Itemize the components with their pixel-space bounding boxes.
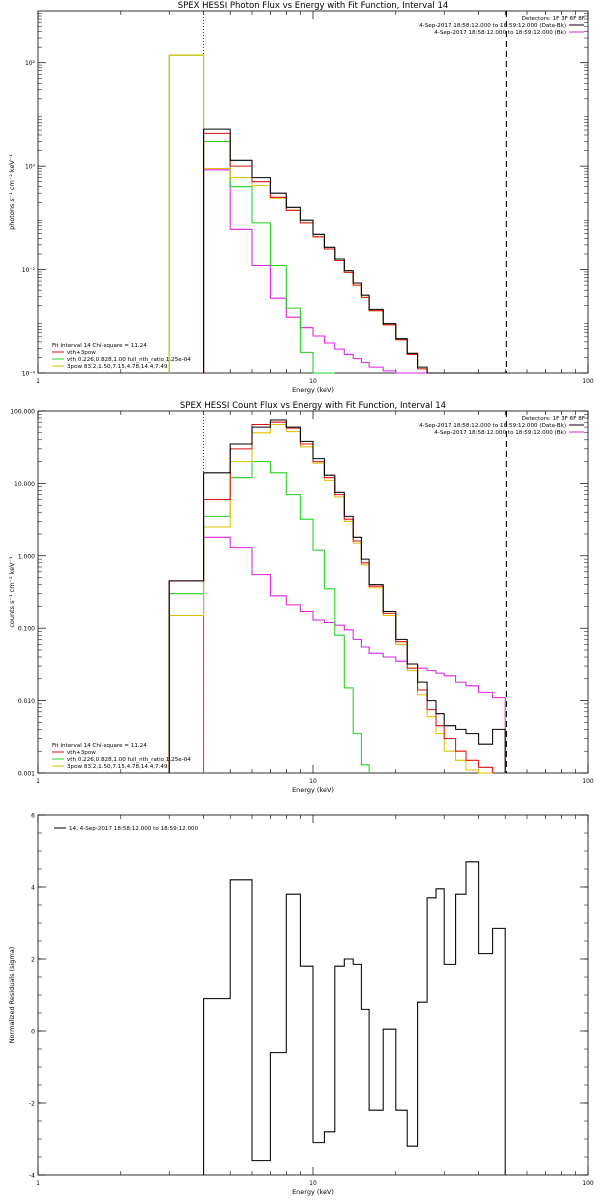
x-tick-label: 1 — [36, 778, 40, 785]
header-line-2: 4-Sep-2017 18:58:12.000 to 18:59:12.000 … — [434, 430, 566, 436]
y-axis-label: counts s⁻¹ cm⁻² keV⁻¹ — [8, 556, 16, 628]
header-line-2: 4-Sep-2017 18:58:12.000 to 18:59:12.000 … — [434, 30, 566, 36]
legend-line-1: vth+3pow — [67, 350, 96, 356]
header-line-0: Detectors: 1F 3F 6F 8F — [522, 16, 585, 22]
x-tick-label: 1 — [36, 1180, 40, 1187]
y-tick-label: 4 — [31, 885, 35, 892]
legend-line-3: 3pow 83.2,1.50,7.15,4.78,14.4,7.49 — [67, 764, 168, 770]
x-axis-label: Energy (keV) — [292, 786, 334, 794]
header-line-1: 4-Sep-2017 18:58:12.000 to 18:59:12.000 … — [419, 423, 566, 429]
x-axis-label: Energy (keV) — [292, 386, 334, 394]
x-tick-label: 100 — [582, 1180, 594, 1187]
y-tick-label: -4 — [29, 1173, 35, 1180]
series-background-histogram — [203, 536, 506, 773]
x-tick-label: 10 — [309, 378, 317, 385]
y-tick-label: 1.000 — [18, 553, 35, 560]
residual-legend: 14, 4-Sep-2017 18:58:12.000 to 18:59:12.… — [69, 826, 199, 832]
series-data-histogram — [203, 861, 506, 1175]
plot-frame — [37, 10, 589, 374]
y-tick-label: 0.100 — [18, 626, 35, 633]
y-tick-label: 0 — [31, 1029, 35, 1036]
y-tick-label: 100.000 — [10, 409, 35, 416]
legend-line-2: vth 0.226,0.828,1.00 full_nth_ratio 1.25… — [67, 757, 191, 763]
header-line-0: Detectors: 1F 3F 6F 8F — [522, 416, 585, 422]
legend-line-0: Fit Interval 14 Chi-square = 11.24 — [52, 343, 147, 349]
y-axis-label: photons s⁻¹ cm⁻² keV⁻¹ — [8, 154, 16, 230]
legend-line-1: vth+3pow — [67, 750, 96, 756]
chart-panel-1: 1 10 100 10⁻⁴ 10⁻² 10⁰ 10² SPEX HESSI Photon Fl… — [8, 1, 594, 394]
y-tick-label: 6 — [31, 813, 35, 820]
series-powerlaw-histogram — [168, 54, 466, 374]
x-axis-label: Energy (keV) — [292, 1188, 334, 1196]
legend-line-0: Fit Interval 14 Chi-square = 11.24 — [52, 743, 147, 749]
y-tick-label: 10.000 — [14, 481, 35, 488]
y-tick-label: 10² — [25, 60, 36, 67]
x-tick-label: 10 — [309, 778, 317, 785]
chart-title: SPEX HESSI Count Flux vs Energy with Fit… — [180, 401, 446, 411]
x-tick-label: 100 — [582, 778, 594, 785]
x-tick-label: 10 — [309, 1180, 317, 1187]
y-tick-label: 10⁻² — [22, 267, 36, 274]
x-tick-label: 1 — [36, 378, 40, 385]
series-background-histogram — [203, 169, 506, 374]
y-tick-label: 10⁻⁴ — [22, 371, 36, 378]
chart-panel-3: 1 10 100 -4 -2 0 2 4 6 Energy (keV) Normalized Res… — [8, 813, 594, 1197]
y-tick-label: 0.001 — [18, 771, 35, 778]
y-tick-label: -2 — [29, 1101, 35, 1108]
series-data-histogram — [168, 419, 506, 773]
legend-line-3: 3pow 83.2,1.50,7.15,4.78,14.4,7.49 — [67, 364, 168, 370]
series-thermal-histogram — [168, 54, 335, 374]
x-tick-label: 100 — [582, 378, 594, 385]
y-axis-label: Normalized Residuals (sigma) — [8, 947, 16, 1044]
y-tick-label: 2 — [31, 957, 35, 964]
y-tick-label: 0.010 — [18, 698, 35, 705]
header-line-1: 4-Sep-2017 18:58:12.000 to 18:59:12.000 … — [419, 23, 566, 29]
y-tick-label: 10⁰ — [25, 164, 36, 171]
series-thermal-histogram — [168, 461, 370, 773]
chart-panel-2: 1 10 100 0.001 0.010 0.100 1.000 10.000 100.000 S… — [8, 401, 594, 794]
legend-line-2: vth 0.226,0.828,1.00 full_nth_ratio 1.25… — [67, 357, 191, 363]
series-data-histogram — [203, 128, 506, 374]
chart-title: SPEX HESSI Photon Flux vs Energy with Fi… — [178, 1, 449, 11]
